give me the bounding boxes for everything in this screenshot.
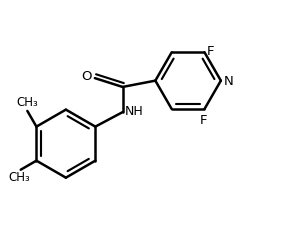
Text: CH₃: CH₃ [9,171,30,184]
Text: NH: NH [125,105,143,118]
Text: CH₃: CH₃ [16,97,38,109]
Text: F: F [200,114,207,127]
Text: N: N [224,75,234,88]
Text: F: F [207,45,215,57]
Text: O: O [81,70,92,83]
